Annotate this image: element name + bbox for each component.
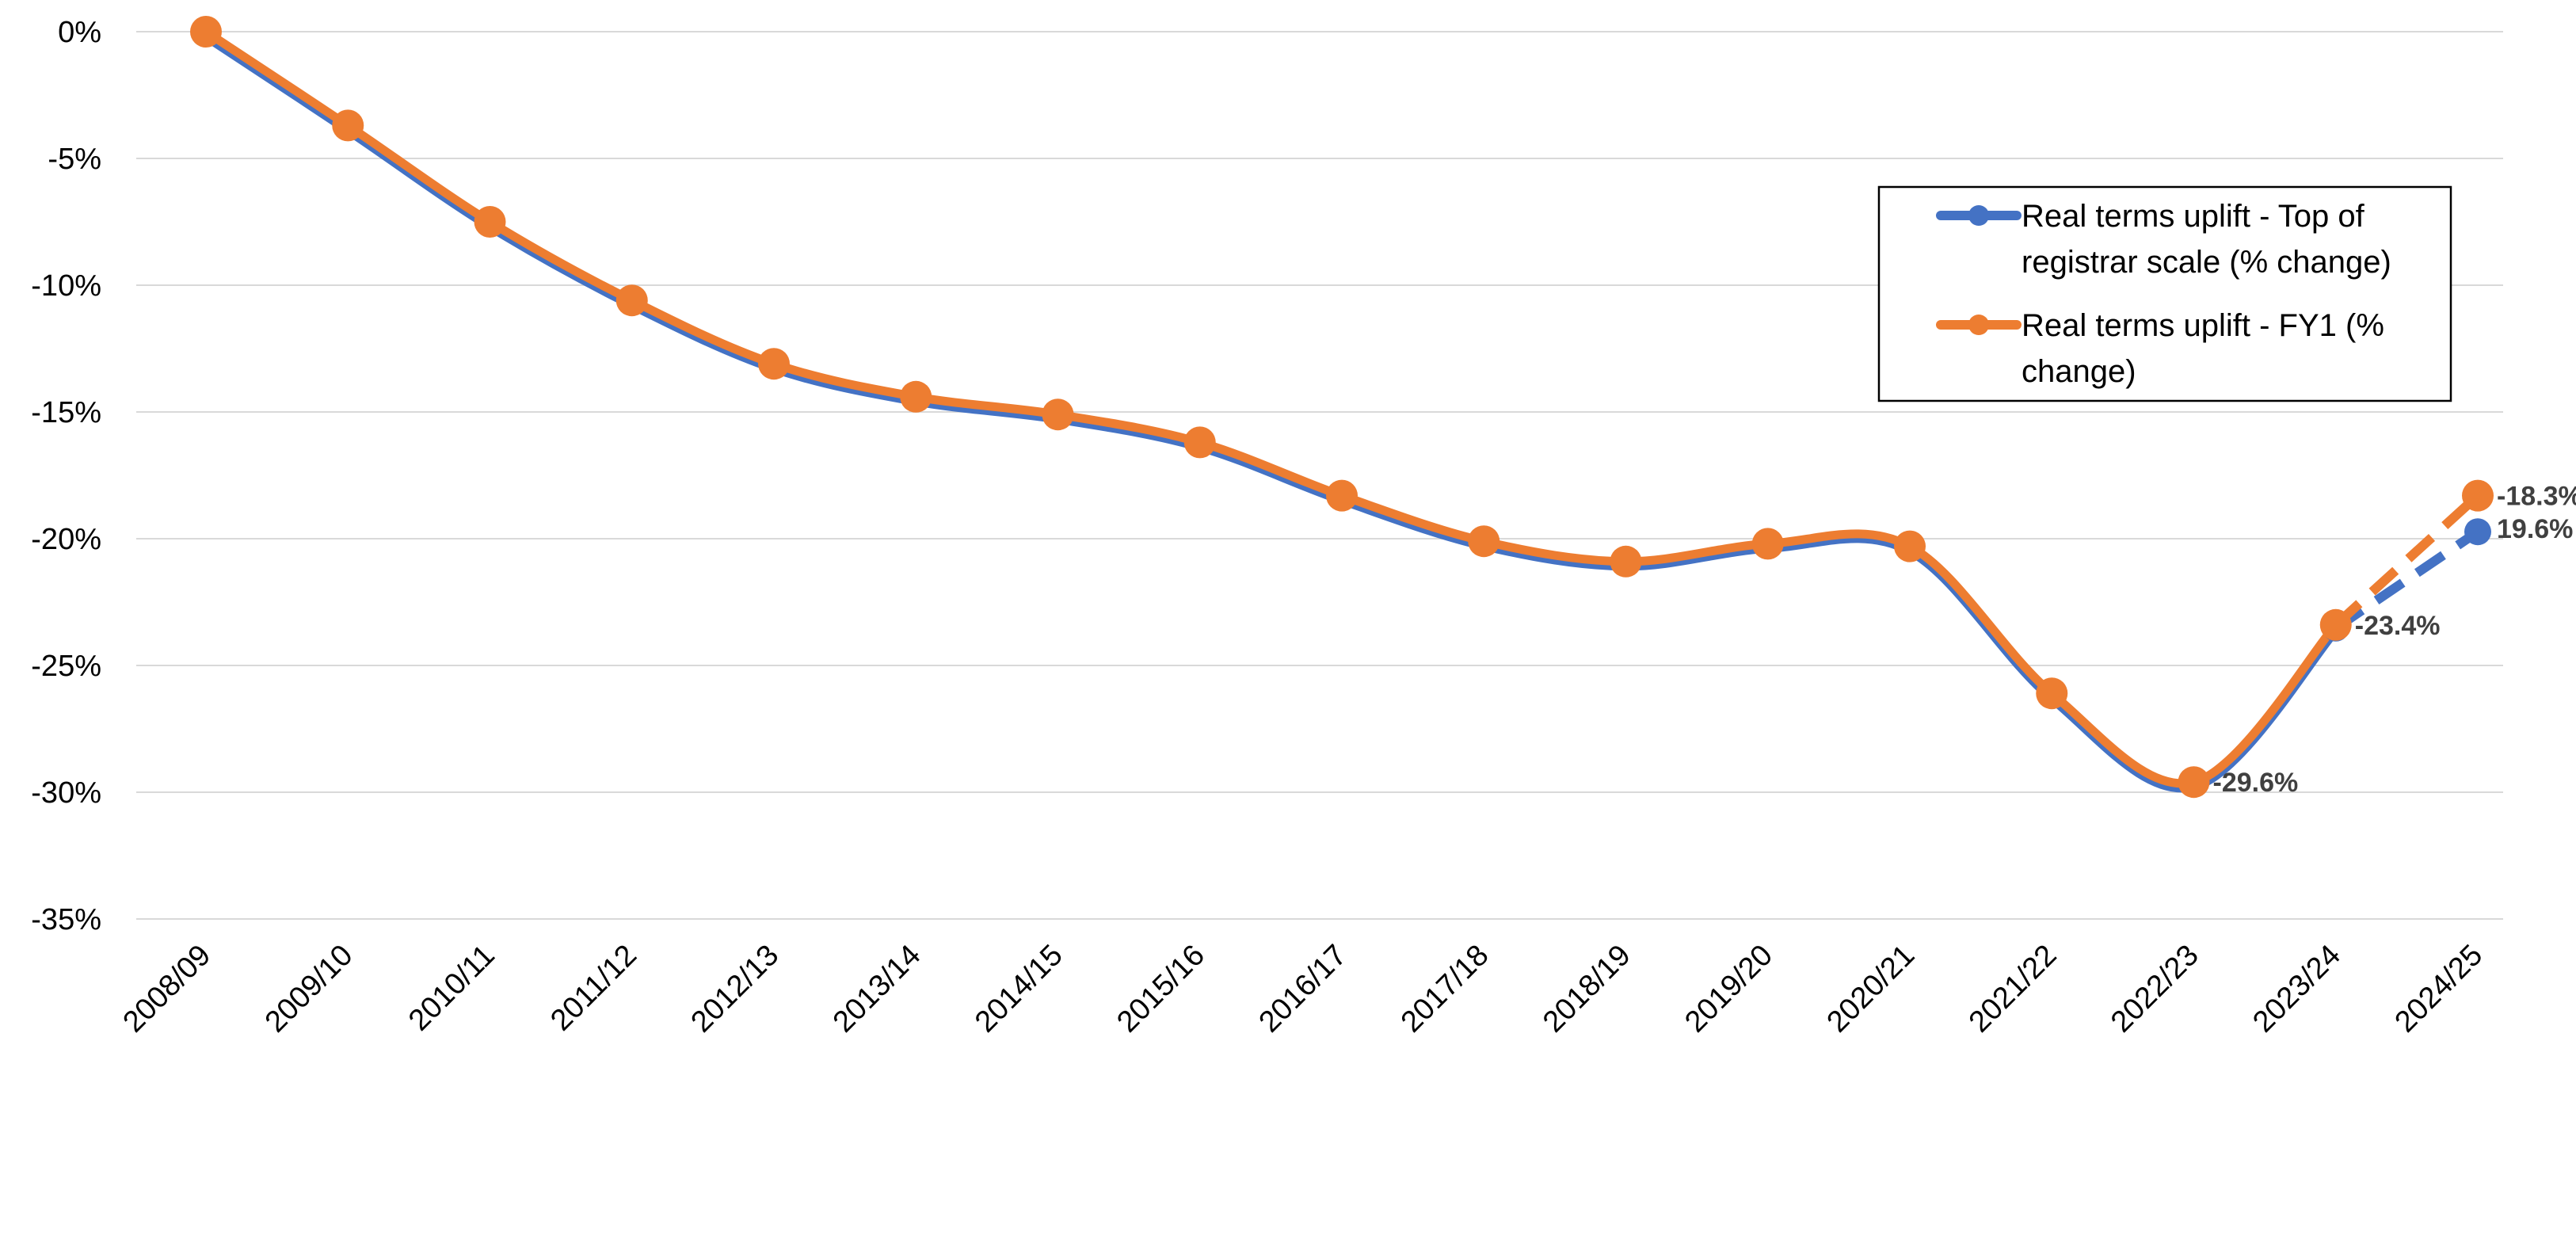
point-fy1 (1042, 398, 1074, 431)
y-axis-tick-labels: 0% -5% -10% -15% -20% -25% -30% -35% (31, 16, 101, 936)
legend-label-fy1-line1: Real terms uplift - FY1 (% (2022, 308, 2384, 343)
x-tick-label: 2017/18 (1395, 939, 1496, 1039)
legend: Real terms uplift - Top of registrar sca… (1877, 185, 2452, 402)
series-projection-top-registrar (2333, 528, 2481, 632)
data-label-fy1: -29.6% (2213, 768, 2299, 798)
x-tick-label: 2019/20 (1679, 939, 1779, 1039)
x-tick-label: 2015/16 (1111, 939, 1211, 1039)
series-markers (190, 16, 2494, 799)
point-fy1 (1610, 545, 1642, 578)
data-label-top-registrar: 19.6% (2497, 514, 2573, 544)
data-labels: 19.6% -29.6% -23.4% -18.3% (2213, 482, 2576, 799)
series-line-top-registrar (200, 29, 2342, 793)
point-fy1 (1183, 426, 1216, 459)
point-top-registrar (2464, 518, 2491, 546)
series-line-fy1 (201, 27, 2341, 788)
series-lines (200, 27, 2482, 793)
point-fy1 (190, 16, 222, 48)
point-fy1 (1751, 528, 1784, 560)
x-tick-label: 2022/23 (2105, 939, 2205, 1039)
y-tick-label: -35% (31, 903, 101, 936)
x-tick-label: 2021/22 (1963, 939, 2063, 1039)
legend-label-fy1-line2: change) (2022, 354, 2136, 389)
x-tick-label: 2013/14 (827, 939, 928, 1039)
data-label-fy1: -23.4% (2355, 611, 2441, 641)
y-tick-label: -25% (31, 650, 101, 683)
x-tick-label: 2024/25 (2389, 939, 2490, 1039)
x-axis-tick-labels: 2008/09 2009/10 2010/11 2011/12 2012/13 2013/… (117, 939, 2490, 1039)
point-fy1 (2462, 479, 2494, 512)
x-tick-label: 2023/24 (2246, 939, 2347, 1039)
x-tick-label: 2020/21 (1821, 939, 1922, 1039)
x-tick-label: 2012/13 (685, 939, 786, 1039)
x-tick-label: 2009/10 (259, 939, 360, 1039)
point-fy1 (900, 380, 932, 413)
legend-label-top-registrar-line2: registrar scale (% change) (2022, 245, 2391, 280)
point-fy1 (1468, 525, 1500, 558)
y-tick-label: -10% (31, 269, 101, 303)
x-tick-label: 2010/11 (402, 939, 501, 1038)
point-fy1 (332, 109, 364, 142)
gridlines (136, 31, 2503, 920)
x-tick-label: 2018/19 (1537, 939, 1637, 1039)
point-fy1 (2178, 766, 2210, 799)
y-tick-label: 0% (58, 16, 101, 49)
point-fy1 (2319, 608, 2352, 641)
y-tick-label: -20% (31, 523, 101, 556)
point-fy1 (758, 348, 790, 380)
point-fy1 (2036, 677, 2068, 710)
x-tick-label: 2011/12 (544, 939, 643, 1038)
legend-swatch-marker-fy1 (1968, 315, 1989, 335)
legend-label-top-registrar-line1: Real terms uplift - Top of (2022, 199, 2365, 234)
point-fy1 (474, 206, 506, 238)
y-tick-label: -30% (31, 776, 101, 810)
y-tick-label: -15% (31, 396, 101, 429)
x-tick-label: 2008/09 (117, 939, 218, 1039)
point-fy1 (1326, 479, 1358, 512)
point-fy1 (615, 284, 648, 317)
y-tick-label: -5% (48, 143, 101, 176)
x-tick-label: 2014/15 (969, 939, 1069, 1039)
point-fy1 (1894, 530, 1926, 562)
data-label-fy1: -18.3% (2497, 482, 2576, 512)
legend-swatch-marker-top-registrar (1968, 205, 1989, 226)
series-projection-fy1 (2332, 492, 2482, 629)
x-tick-label: 2016/17 (1253, 939, 1354, 1039)
